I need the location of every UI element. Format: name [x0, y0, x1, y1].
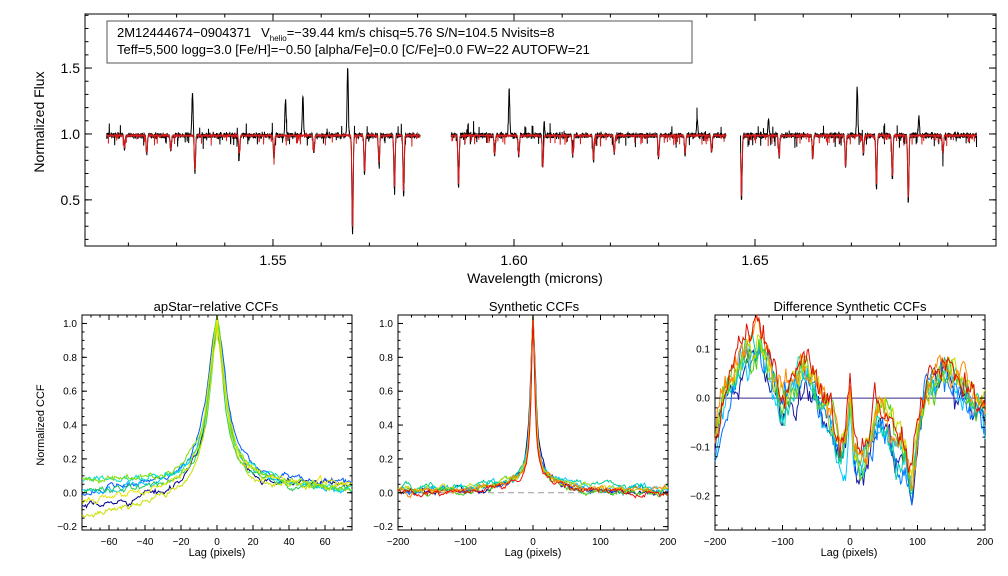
- difference-ccf-plot-frame: [714, 314, 986, 531]
- synthetic-ccf-plot-frame: [397, 314, 669, 531]
- synthetic-ccf-x-tick-label: −100: [454, 537, 477, 548]
- synthetic-ccf-y-tick-label: 0.6: [379, 387, 393, 398]
- synthetic-ccf-y-tick-label: 0.2: [379, 454, 393, 465]
- apstar-ccf-visit-3-line: [81, 314, 353, 495]
- synthetic-ccf-y-tick-label: 1.0: [379, 319, 393, 330]
- difference-ccf-axes: −200 −100 0 100 200 −0.2 −0.1 0.0 0.1: [690, 315, 994, 548]
- apstar-ccf-panel: apStar−relative CCFs −60 −40 −20 0 20 40 60 −0.…: [35, 299, 353, 559]
- difference-ccf-visit-7-line: [714, 314, 986, 490]
- difference-ccf-visit-8-line: [714, 314, 986, 473]
- difference-ccf-x-tick-label: −100: [771, 537, 794, 548]
- difference-ccf-data: [714, 314, 986, 506]
- difference-ccf-title: Difference Synthetic CCFs: [774, 299, 927, 314]
- apstar-ccf-visit-7-line: [81, 321, 353, 519]
- difference-ccf-x-tick-label: 100: [909, 537, 926, 548]
- legend-vhelio-symbol: V: [261, 25, 270, 40]
- synthetic-ccf-y-tick-label: 0.4: [379, 421, 393, 432]
- apstar-ccf-visit-6-line: [81, 314, 353, 492]
- apstar-ccf-data: [81, 314, 353, 519]
- synthetic-ccf-x-tick-label: 200: [660, 537, 677, 548]
- synthetic-ccf-axes: −200 −100 0 100 200 −0.2 0.0 0.2 0.4 0.6 0.8 1.0: [373, 314, 677, 548]
- spectrum-observed-line: [106, 68, 421, 235]
- spectrum-panel: 1.55 1.60 1.65 0.5 1.0 1.5 2M12444674−0904371…: [31, 13, 997, 286]
- spectrum-observed-line: [740, 86, 978, 203]
- synthetic-ccf-x-tick-label: 100: [592, 537, 609, 548]
- synthetic-ccf-panel: Synthetic CCFs −200 −100 0 100 200 −0.2 0.0 0.2…: [373, 299, 677, 559]
- apstar-ccf-x-tick-label: −40: [137, 537, 154, 548]
- apstar-ccf-y-tick-label: 0.2: [63, 454, 77, 465]
- spectrum-x-tick-label: 1.60: [500, 252, 527, 268]
- apstar-ccf-visit-5-line: [81, 314, 353, 494]
- spectrum-legend-line2: Teff=5,500 logg=3.0 [Fe/H]=−0.50 [alpha/…: [117, 42, 590, 57]
- spectrum-x-tick-label: 1.55: [259, 252, 286, 268]
- apstar-ccf-title: apStar−relative CCFs: [154, 299, 279, 314]
- synthetic-ccf-y-tick-label: −0.2: [373, 522, 393, 533]
- spectrum-x-tick-label: 1.65: [741, 252, 768, 268]
- apstar-ccf-plot-frame: [81, 314, 353, 531]
- spectrum-y-tick-label: 1.5: [61, 60, 81, 76]
- apstar-ccf-x-label: Lag (pixels): [189, 547, 246, 559]
- synthetic-ccf-y-tick-label: 0.0: [379, 488, 393, 499]
- spectrum-observed-line: [450, 88, 727, 188]
- spectrum-model-line: [106, 132, 421, 227]
- synthetic-ccf-x-tick-label: 0: [530, 537, 536, 548]
- synthetic-ccf-visit-8-line: [397, 314, 669, 499]
- synthetic-ccf-visit-2-line: [397, 314, 669, 497]
- apstar-ccf-visit-2-line: [81, 314, 353, 496]
- difference-ccf-x-tick-label: −200: [704, 537, 727, 548]
- spectrum-y-tick-label: 0.5: [61, 192, 81, 208]
- synthetic-ccf-visit-1-line: [397, 314, 669, 497]
- spectrum-legend-box: [106, 20, 693, 64]
- synthetic-ccf-visit-7-line: [397, 314, 669, 499]
- apstar-ccf-x-tick-label: 60: [319, 537, 331, 548]
- legend-vhelio-subscript: helio: [270, 34, 287, 43]
- difference-ccf-panel: Difference Synthetic CCFs −200 −100 0 100 20…: [690, 299, 994, 559]
- difference-ccf-x-tick-label: 200: [977, 537, 994, 548]
- apstar-ccf-y-tick-label: −0.2: [57, 522, 77, 533]
- apstar-ccf-x-tick-label: −20: [173, 537, 190, 548]
- apstar-ccf-x-tick-label: 0: [214, 537, 220, 548]
- apstar-ccf-y-tick-label: 0.0: [63, 488, 77, 499]
- spectrum-y-tick-label: 1.0: [61, 126, 81, 142]
- spectrum-model-line: [450, 132, 727, 185]
- difference-ccf-x-tick-label: 0: [847, 537, 853, 548]
- spectrum-legend-line1: 2M12444674−0904371 Vhelio=−39.44 km/s chi…: [117, 25, 554, 43]
- apstar-ccf-y-label: Normalized CCF: [35, 384, 47, 466]
- apstar-ccf-visit-8-line: [81, 314, 353, 505]
- spectrum-data: [106, 68, 978, 235]
- synthetic-ccf-title: Synthetic CCFs: [489, 299, 580, 314]
- apstar-ccf-y-tick-label: 0.6: [63, 387, 77, 398]
- legend-star-id: 2M12444674−0904371: [117, 25, 251, 40]
- synthetic-ccf-x-label: Lag (pixels): [505, 547, 562, 559]
- spectrum-plot-frame: [84, 13, 997, 247]
- apstar-ccf-visit-4-line: [81, 314, 353, 493]
- legend-line1-rest: =−39.44 km/s chisq=5.76 S/N=104.5 Nvisit…: [287, 25, 555, 40]
- spectrum-model-line: [740, 132, 978, 198]
- synthetic-ccf-y-tick-label: 0.8: [379, 353, 393, 364]
- difference-ccf-y-tick-label: 0.0: [696, 394, 710, 405]
- difference-ccf-x-label: Lag (pixels): [821, 547, 878, 559]
- spectrum-x-label: Wavelength (microns): [467, 270, 603, 286]
- difference-ccf-y-tick-label: 0.1: [696, 345, 710, 356]
- difference-ccf-y-tick-label: −0.1: [690, 442, 710, 453]
- apstar-ccf-y-tick-label: 0.4: [63, 421, 77, 432]
- spectrum-axes: 1.55 1.60 1.65 0.5 1.0 1.5: [61, 14, 997, 268]
- apstar-ccf-x-tick-label: 40: [283, 537, 295, 548]
- apstar-ccf-y-tick-label: 0.8: [63, 353, 77, 364]
- synthetic-ccf-visit-6-line: [397, 314, 669, 495]
- synthetic-ccf-x-tick-label: −200: [387, 537, 410, 548]
- synthetic-ccf-data: [397, 314, 669, 499]
- synthetic-ccf-visit-4-line: [397, 314, 669, 494]
- apstar-ccf-y-tick-label: 1.0: [63, 319, 77, 330]
- apstar-ccf-x-tick-label: −60: [101, 537, 118, 548]
- synthetic-ccf-visit-5-line: [397, 314, 669, 498]
- difference-ccf-y-tick-label: −0.2: [690, 491, 710, 502]
- synthetic-ccf-visit-3-line: [397, 314, 669, 494]
- apstar-ccf-axes: −60 −40 −20 0 20 40 60 −0.2 0.0 0.2 0.4 0.6 0.8 1.0: [57, 314, 353, 548]
- spectrum-y-label: Normalized Flux: [31, 71, 47, 172]
- apstar-ccf-x-tick-label: 20: [247, 537, 259, 548]
- difference-ccf-visit-6-line: [714, 333, 986, 479]
